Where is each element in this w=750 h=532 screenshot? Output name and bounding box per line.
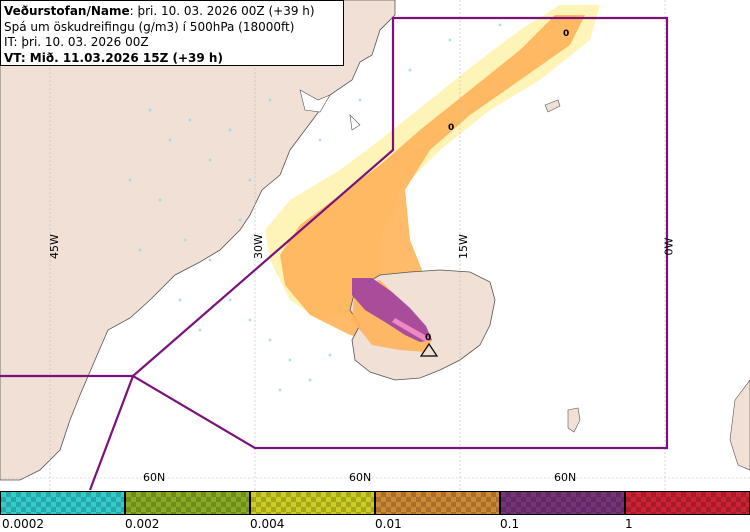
island-shape <box>567 407 581 433</box>
ash-scatter-specks <box>128 23 502 392</box>
lon-label-45w: 45W <box>47 234 61 259</box>
valid-time: VT: Mið. 11.03.2026 15Z (+39 h) <box>4 50 223 65</box>
ash-plume-mid <box>280 15 585 355</box>
legend-swatch <box>250 491 375 515</box>
lon-label-0w: 0W <box>662 237 676 256</box>
scandinavia-shape <box>729 379 750 471</box>
legend-swatch <box>500 491 625 515</box>
graticule <box>0 0 750 490</box>
lon-label-15w: 15W <box>456 234 470 259</box>
legend-swatch <box>625 491 750 515</box>
legend-label: 0.002 <box>125 517 160 531</box>
fjord-shape <box>349 114 361 131</box>
initial-time: IT: þri. 10. 03. 2026 00Z <box>4 35 149 49</box>
triangle-warning-icon <box>419 342 439 357</box>
contour-label: 0 <box>448 123 455 133</box>
island-shape <box>544 99 561 113</box>
legend-label: 0.01 <box>375 517 402 531</box>
legend-label: 1 <box>625 517 633 531</box>
concentration-legend: 0.0002 0.002 0.004 0.01 0.1 1 <box>0 491 750 532</box>
fir-boundary <box>0 16 669 491</box>
lat-label-60n: 60N <box>143 471 166 484</box>
legend-label: 0.0002 <box>2 517 44 531</box>
issuer-label: Veðurstofan/Name <box>4 4 130 18</box>
legend-swatch <box>375 491 500 515</box>
ash-plume-high <box>352 278 432 342</box>
legend-label: 0.004 <box>250 517 285 531</box>
forecast-info-box: Veðurstofan/Name: þri. 10. 03. 2026 00Z … <box>0 0 344 66</box>
lat-label-60n: 60N <box>349 471 372 484</box>
legend-label: 0.1 <box>500 517 520 531</box>
lat-label-60n: 60N <box>554 471 577 484</box>
issue-time: : þri. 10. 03. 2026 00Z (+39 h) <box>129 4 315 18</box>
legend-swatch <box>0 491 125 515</box>
fjord-shape <box>299 89 331 113</box>
greenland-landmass <box>0 0 396 481</box>
contour-label: 0 <box>563 29 570 39</box>
contour-label: 0 <box>425 333 432 343</box>
forecast-description: Spá um öskudreifingu (g/m3) í 500hPa (18… <box>4 19 295 34</box>
lon-label-30w: 30W <box>251 234 265 259</box>
legend-swatch <box>125 491 250 515</box>
ash-plume-peak <box>392 318 430 342</box>
